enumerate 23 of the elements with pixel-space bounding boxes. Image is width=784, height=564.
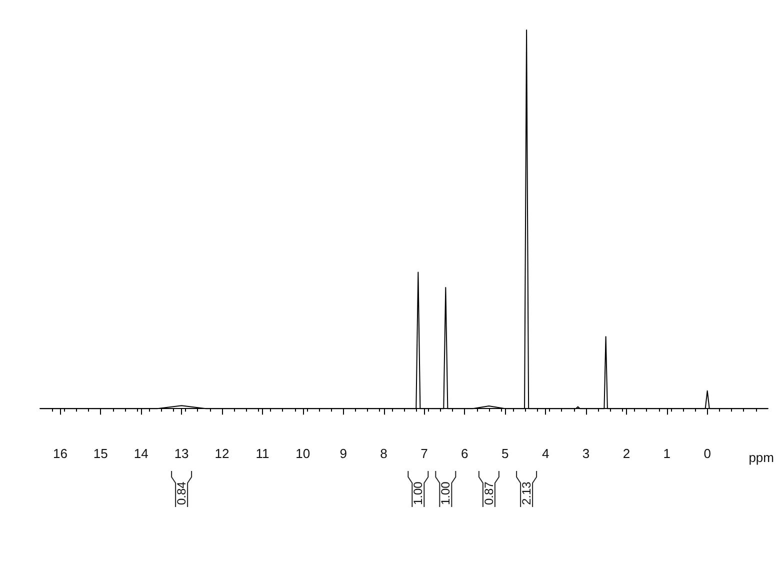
x-tick-label: 1 [663, 446, 671, 461]
x-tick-label: 5 [501, 446, 509, 461]
x-tick-label: 7 [420, 446, 428, 461]
x-tick-label: 9 [340, 446, 347, 461]
text: 2.13 [520, 481, 534, 505]
x-axis-title: ppm [748, 450, 774, 465]
x-tick-label: 14 [134, 446, 148, 461]
x-tick-label: 10 [296, 446, 310, 461]
x-tick-label: 6 [461, 446, 468, 461]
text: 1.00 [411, 481, 426, 505]
x-tick-label: 15 [93, 446, 108, 461]
x-tick-label: 16 [52, 446, 68, 461]
x-tick-label: 0 [704, 446, 711, 461]
x-tick-label: 13 [174, 446, 189, 461]
text: 0.84 [174, 481, 189, 505]
x-tick-label: 11 [256, 446, 270, 461]
text: 0.87 [482, 481, 496, 505]
x-tick-label: 4 [542, 446, 550, 461]
x-tick-label: 3 [582, 446, 590, 461]
x-tick-label: 12 [214, 446, 230, 461]
x-tick-label: 8 [380, 446, 388, 461]
text: 1.00 [438, 481, 453, 505]
x-tick-label: 2 [622, 446, 630, 461]
